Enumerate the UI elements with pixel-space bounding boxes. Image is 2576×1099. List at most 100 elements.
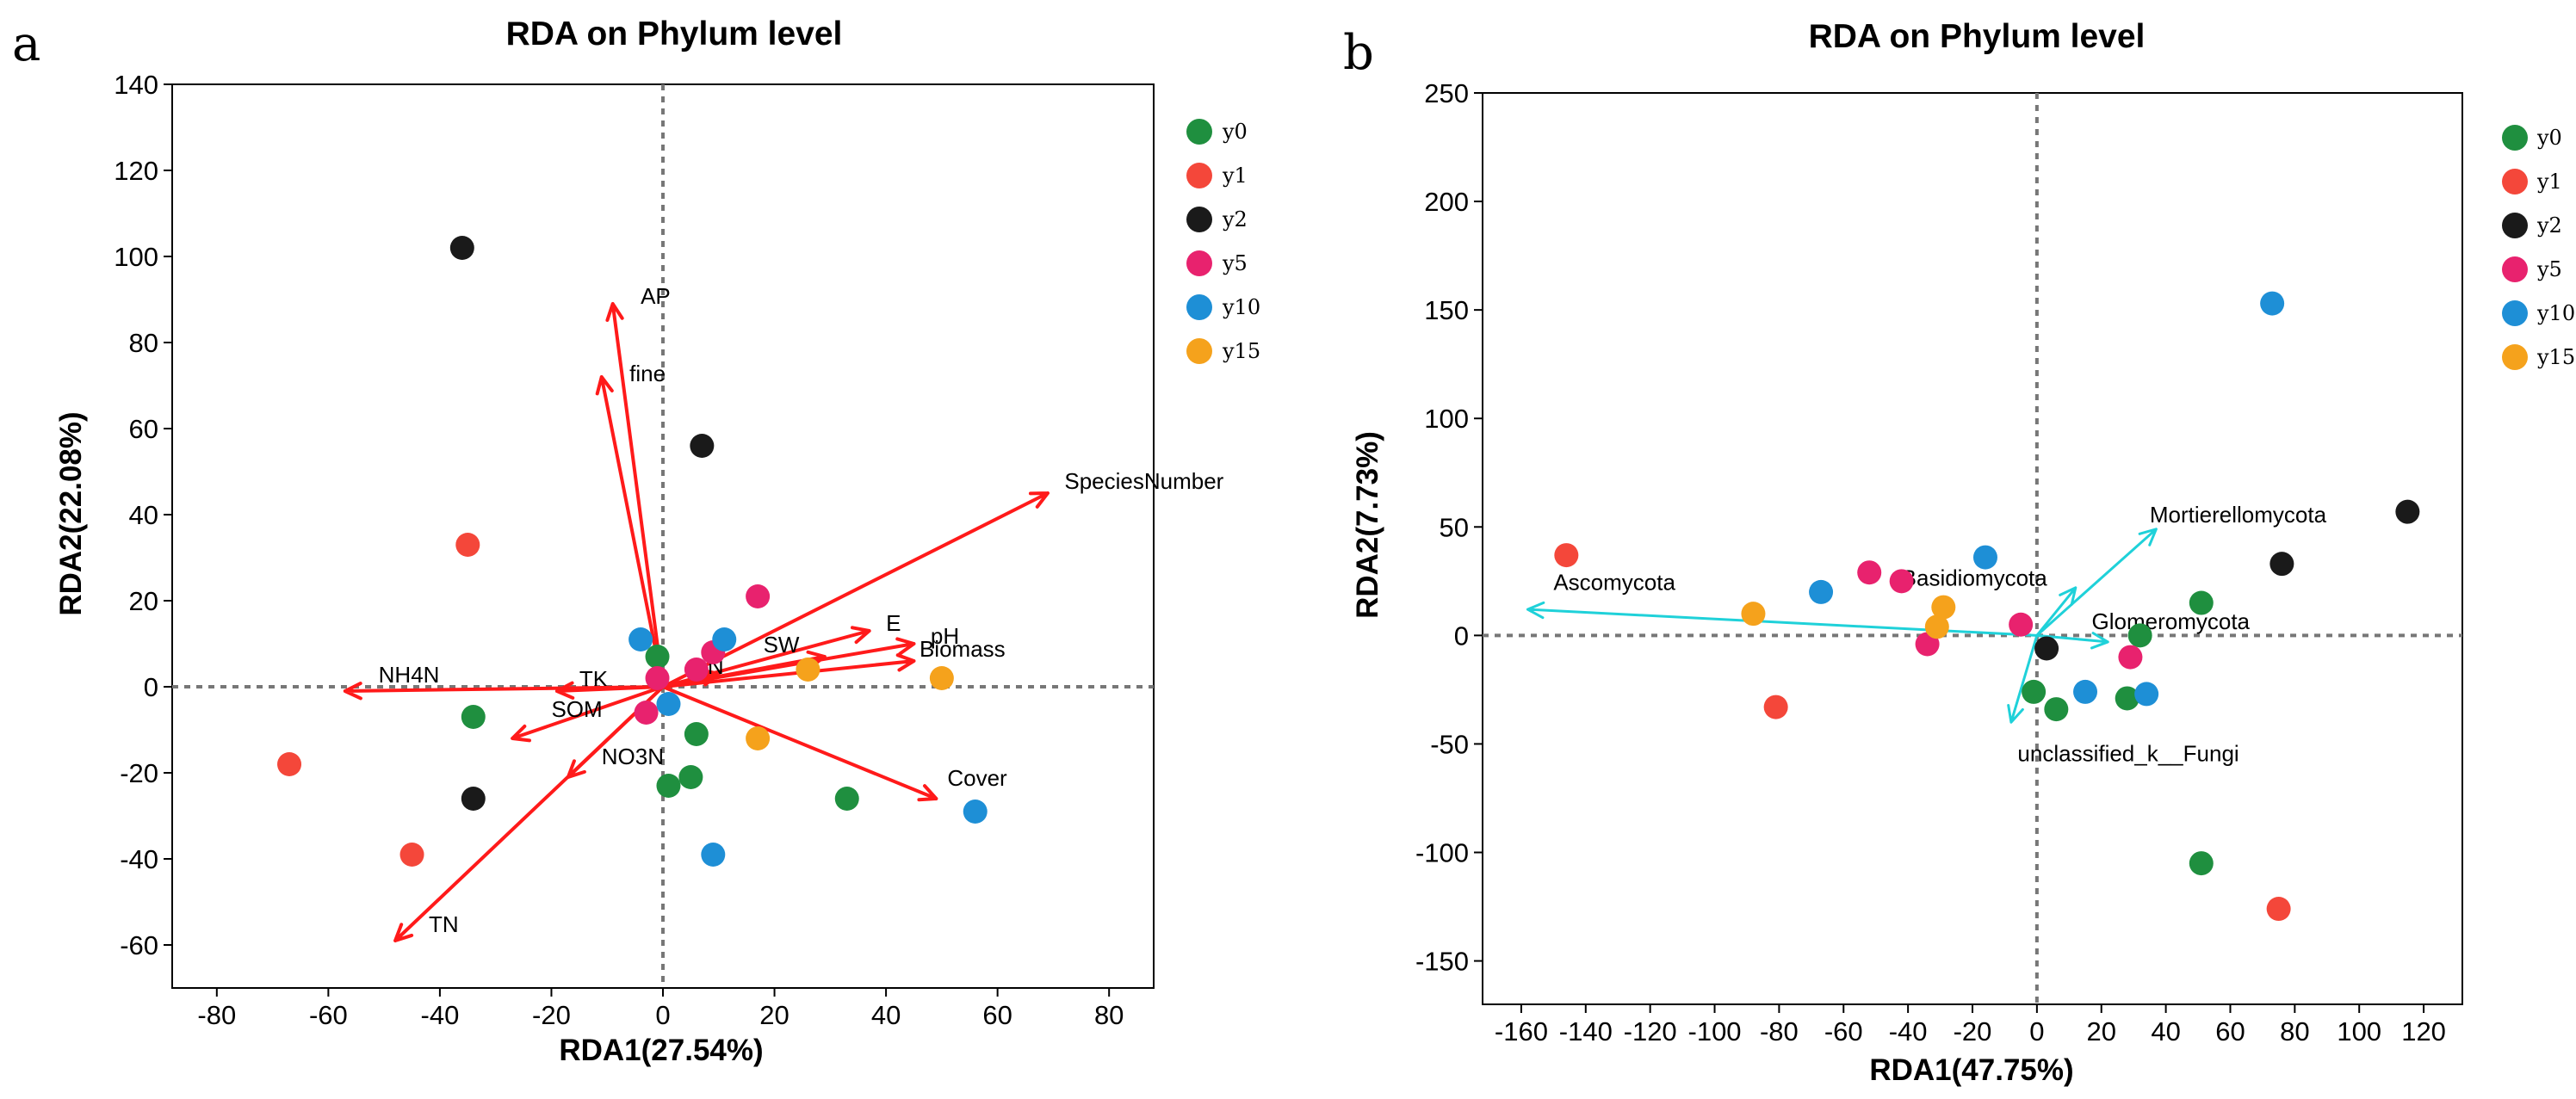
point-y0 (834, 787, 859, 811)
point-y5 (746, 584, 771, 608)
legend-label-y10: y10 (2536, 301, 2575, 325)
y-tick-label: 200 (1424, 187, 1469, 217)
vector-biomass-arrow (661, 653, 916, 688)
plot-frame (1482, 92, 2463, 1005)
x-tick-label: 80 (2280, 1016, 2309, 1047)
vector-tn-label: TN (429, 911, 459, 937)
point-y5 (634, 701, 659, 725)
chart-title-b: RDA on Phylum level (1809, 18, 2146, 55)
plot-area-b: -160 -140 -120 -100 -80 -60 -40 -20 0 20 40 60 80 100… (1415, 78, 2463, 1047)
legend-a: y0 y1 y2 y5 y10 y15 (1186, 119, 1260, 364)
legend-label-y1: y1 (1222, 164, 1248, 188)
x-tick-label: -140 (1559, 1016, 1613, 1047)
y-tick-label: -50 (1430, 729, 1469, 759)
point-y5 (1889, 569, 1914, 594)
legend-marker-y5 (2502, 256, 2528, 282)
x-tick-label: 40 (2151, 1016, 2180, 1047)
point-y0 (2189, 590, 2214, 615)
vector-biomass-label: Biomass (920, 636, 1006, 662)
y-tick-label: 0 (144, 672, 158, 702)
x-tick-label: -20 (532, 1000, 571, 1030)
point-y1 (1763, 695, 1788, 719)
point-y0 (2127, 623, 2152, 648)
x-tick-label: -40 (1889, 1016, 1928, 1047)
legend-label-y2: y2 (1222, 207, 1248, 232)
y-tick-label: 150 (1424, 295, 1469, 325)
x-tick-label: -80 (1760, 1016, 1799, 1047)
x-tick-label: 0 (2029, 1016, 2044, 1047)
x-tick-label: -20 (1954, 1016, 1992, 1047)
point-y15 (929, 666, 954, 690)
point-y0 (678, 765, 703, 789)
vector-ap-label: AP (641, 283, 671, 309)
point-y15 (746, 726, 771, 750)
point-y15 (1924, 614, 1949, 639)
legend-label-y1: y1 (2536, 170, 2562, 194)
vector-nh4n-label: NH4N (379, 662, 440, 688)
y-tick-label: 100 (114, 242, 158, 272)
y-axis-label-b: RDA2(7.73%) (1351, 431, 1384, 619)
point-y0 (645, 645, 670, 669)
x-tick-label: 20 (759, 1000, 789, 1030)
x-tick-label: 40 (871, 1000, 901, 1030)
point-y5 (2009, 612, 2034, 637)
legend-marker-y15 (1186, 338, 1212, 364)
y-tick-label: 100 (1424, 404, 1469, 434)
vector-fine-arrow (595, 375, 665, 688)
legend-label-y15: y15 (2536, 345, 2575, 369)
point-y1 (455, 533, 480, 557)
y-tick-label: -100 (1415, 838, 1469, 868)
legend-label-y10: y10 (1222, 295, 1260, 319)
vector-mortierellomycota-arrow (2035, 528, 2158, 637)
vector-ph-label: pH (931, 623, 959, 649)
x-axis-label-b: RDA1(47.75%) (1869, 1053, 2073, 1087)
point-y5 (1857, 560, 1882, 585)
legend-marker-y10 (2502, 300, 2528, 326)
vector-mortierellomycota-label: Mortierellomycota (2150, 502, 2327, 528)
legend-marker-y15 (2502, 344, 2528, 370)
vector-som-arrow (511, 685, 665, 743)
y-tick-label: -150 (1415, 947, 1469, 977)
vector-e-label: E (886, 610, 901, 636)
x-tick-label: 100 (2337, 1016, 2381, 1047)
vector-unclassified-k-fungi-label: unclassified_k__Fungi (2017, 741, 2239, 767)
legend-marker-y2 (2502, 213, 2528, 238)
legend-b: y0 y1 y2 y5 y10 y15 (2502, 125, 2575, 370)
point-y1 (399, 843, 424, 867)
point-y10 (629, 627, 653, 651)
point-y10 (2134, 682, 2159, 707)
vector-ascomycota-arrow (1526, 601, 2039, 637)
y-tick-label: -60 (120, 930, 158, 960)
x-tick-label: -120 (1624, 1016, 1677, 1047)
chart-title-a: RDA on Phylum level (506, 15, 843, 52)
point-y0 (656, 774, 681, 798)
vector-no3n-label: NO3N (602, 744, 664, 769)
x-tick-label: -60 (1824, 1016, 1863, 1047)
point-y2 (690, 434, 715, 458)
legend-marker-y2 (1186, 207, 1212, 232)
vector-sw-label: SW (764, 632, 800, 658)
panel-a: a RDA on Phylum level -80 -60 -40 -20 0 20 40 6… (12, 15, 1260, 1067)
point-y0 (2189, 851, 2214, 876)
point-y10 (1809, 579, 1834, 604)
x-tick-label: 20 (2086, 1016, 2115, 1047)
legend-marker-y10 (1186, 294, 1212, 320)
point-y5 (2118, 645, 2143, 670)
point-y10 (2260, 291, 2285, 316)
y-axis-label-a: RDA2(22.08%) (54, 411, 88, 615)
point-y2 (2395, 499, 2420, 524)
legend-marker-y0 (2502, 125, 2528, 151)
y-tick-label: -20 (120, 758, 158, 788)
legend-marker-y1 (2502, 169, 2528, 194)
point-y10 (2073, 679, 2098, 704)
vector-basidiomycota-label: Basidiomycota (1902, 565, 2048, 590)
point-y0 (461, 705, 486, 729)
legend-label-y5: y5 (2536, 257, 2562, 281)
point-y0 (684, 722, 709, 746)
legend-label-y15: y15 (1222, 339, 1260, 363)
vector-tn-arrow (393, 685, 665, 942)
panel-b: b RDA on Phylum level -160 -140 -120 -100 -8… (1343, 18, 2575, 1087)
vector-som-label: SOM (551, 696, 602, 722)
x-tick-label: -160 (1495, 1016, 1548, 1047)
